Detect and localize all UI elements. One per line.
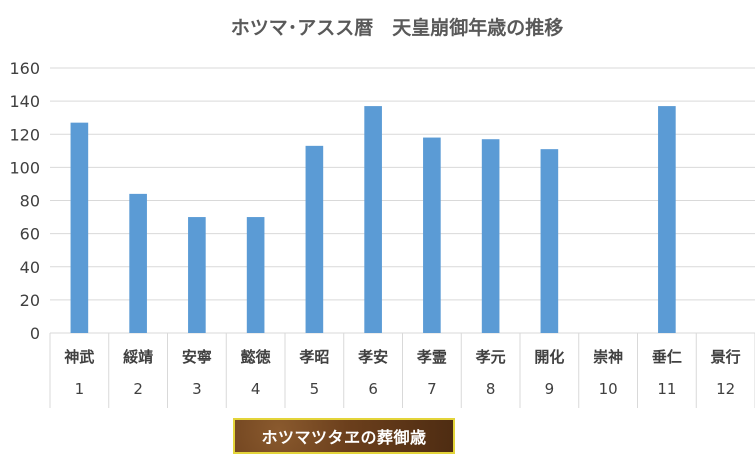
bar-8 xyxy=(481,139,500,333)
bar-3 xyxy=(188,217,206,333)
category-number: 3 xyxy=(192,380,202,398)
bar-2 xyxy=(129,193,147,333)
y-tick-label: 80 xyxy=(20,192,40,211)
category-label: 神武 xyxy=(64,348,94,366)
bar-9 xyxy=(540,149,559,333)
category-number: 11 xyxy=(657,380,676,398)
category-number: 6 xyxy=(368,380,378,398)
category-number: 9 xyxy=(545,380,555,398)
bar-4 xyxy=(246,217,265,333)
bars xyxy=(70,106,676,333)
y-tick-label: 160 xyxy=(9,59,40,78)
category-label: 安寧 xyxy=(182,348,212,366)
category-number: 2 xyxy=(133,380,143,398)
category-number: 12 xyxy=(716,380,735,398)
category-label: 綏靖 xyxy=(123,348,153,366)
category-label: 孝元 xyxy=(475,348,506,366)
category-number: 4 xyxy=(251,380,261,398)
gridlines xyxy=(50,67,755,334)
category-number: 8 xyxy=(486,380,496,398)
y-tick-label: 0 xyxy=(30,324,40,343)
category-label: 懿徳 xyxy=(241,348,271,366)
y-tick-label: 140 xyxy=(9,92,40,111)
category-number: 1 xyxy=(75,380,85,398)
y-tick-label: 100 xyxy=(9,158,40,177)
bar-5 xyxy=(305,145,324,333)
y-tick-label: 20 xyxy=(20,291,40,310)
bar-7 xyxy=(423,137,441,333)
footer-label: ホツマツタヱの葬御歳 xyxy=(233,418,455,454)
x-axis: 神武 1 綏靖 2 安寧 3 懿徳 4 孝昭 5 孝安 6 孝霊 7 孝元 8 開化 9 崇神 10 垂仁 11 景行 12 xyxy=(49,333,755,408)
category-number: 10 xyxy=(599,380,618,398)
category-label: 景行 xyxy=(711,348,741,366)
bar-1 xyxy=(70,122,89,333)
category-label: 孝昭 xyxy=(298,348,329,366)
y-tick-label: 60 xyxy=(20,225,40,244)
category-number: 5 xyxy=(310,380,320,398)
category-label: 開化 xyxy=(534,348,564,366)
category-number: 7 xyxy=(427,380,437,398)
bar-6 xyxy=(364,106,382,333)
category-label: 孝霊 xyxy=(416,348,447,366)
y-axis-ticks: 0 20 40 60 80 100 120 140 160 xyxy=(9,59,40,343)
chart-title: ホツマ･アスス暦 天皇崩御年歳の推移 xyxy=(231,16,564,39)
category-label: 崇神 xyxy=(593,348,623,366)
y-tick-label: 120 xyxy=(9,125,40,144)
bar-11 xyxy=(658,106,676,333)
category-label: 孝安 xyxy=(357,348,388,366)
category-label: 垂仁 xyxy=(652,348,682,366)
y-tick-label: 40 xyxy=(20,258,40,277)
